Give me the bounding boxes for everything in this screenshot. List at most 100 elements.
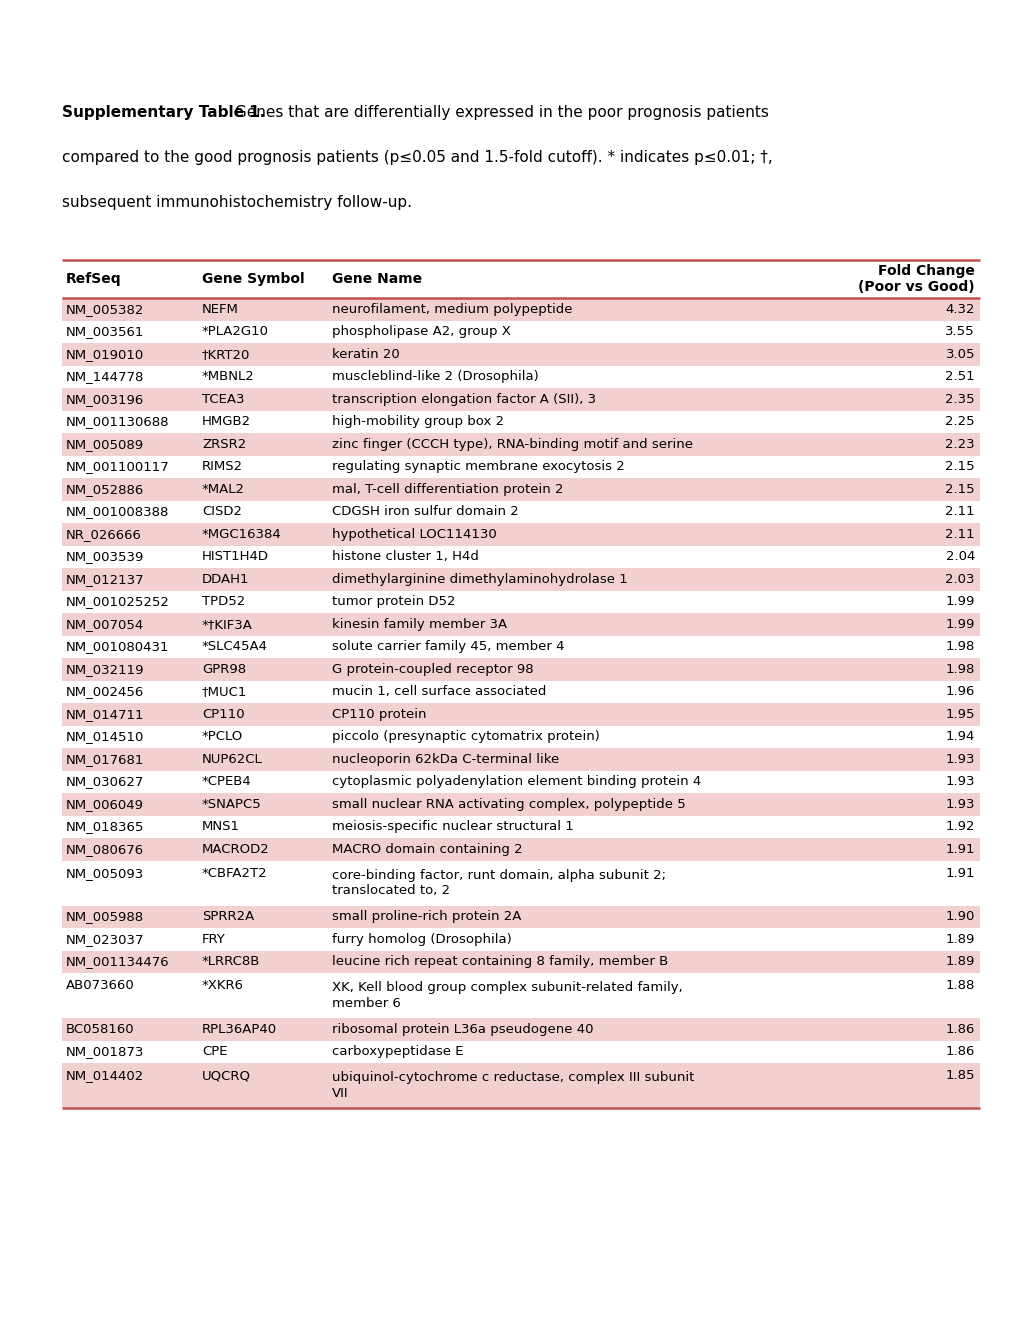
Text: CP110: CP110: [202, 708, 245, 721]
Text: meiosis-specific nuclear structural 1: meiosis-specific nuclear structural 1: [331, 820, 574, 833]
Text: ribosomal protein L36a pseudogene 40: ribosomal protein L36a pseudogene 40: [331, 1023, 593, 1036]
Text: GPR98: GPR98: [202, 663, 246, 676]
Text: 1.96: 1.96: [945, 685, 974, 698]
Text: *CPEB4: *CPEB4: [202, 775, 252, 788]
Text: piccolo (presynaptic cytomatrix protein): piccolo (presynaptic cytomatrix protein): [331, 730, 599, 743]
Text: 1.93: 1.93: [945, 775, 974, 788]
Text: NM_006049: NM_006049: [66, 797, 144, 810]
Bar: [62, 433, 979, 455]
Text: 2.35: 2.35: [945, 393, 974, 405]
Text: RefSeq: RefSeq: [66, 272, 121, 286]
Text: mucin 1, cell surface associated: mucin 1, cell surface associated: [331, 685, 546, 698]
Bar: [62, 726, 979, 748]
Bar: [62, 657, 979, 681]
Bar: [62, 411, 979, 433]
Text: *CBFA2T2: *CBFA2T2: [202, 867, 267, 879]
Text: NM_001873: NM_001873: [66, 1045, 145, 1059]
Text: *MAL2: *MAL2: [202, 483, 245, 496]
Text: small nuclear RNA activating complex, polypeptide 5: small nuclear RNA activating complex, po…: [331, 797, 685, 810]
Bar: [62, 1040, 979, 1063]
Text: 1.93: 1.93: [945, 752, 974, 766]
Text: NUP62CL: NUP62CL: [202, 752, 263, 766]
Text: 1.90: 1.90: [945, 911, 974, 923]
Bar: [62, 1018, 979, 1040]
Text: RIMS2: RIMS2: [202, 461, 243, 474]
Text: 1.92: 1.92: [945, 820, 974, 833]
Bar: [62, 681, 979, 704]
Text: ZRSR2: ZRSR2: [202, 438, 246, 450]
Bar: [62, 455, 979, 478]
Text: NM_001100117: NM_001100117: [66, 461, 169, 474]
Text: *MGC16384: *MGC16384: [202, 528, 281, 541]
Bar: [62, 950, 979, 973]
Bar: [62, 1063, 979, 1107]
Text: *LRRC8B: *LRRC8B: [202, 956, 260, 969]
Text: 1.86: 1.86: [945, 1045, 974, 1059]
Text: NM_052886: NM_052886: [66, 483, 144, 496]
Text: 2.15: 2.15: [945, 461, 974, 474]
Text: XK, Kell blood group complex subunit-related family,
member 6: XK, Kell blood group complex subunit-rel…: [331, 981, 682, 1010]
Text: 1.94: 1.94: [945, 730, 974, 743]
Text: NM_005093: NM_005093: [66, 867, 144, 879]
Text: solute carrier family 45, member 4: solute carrier family 45, member 4: [331, 640, 564, 653]
Text: UQCRQ: UQCRQ: [202, 1069, 251, 1082]
Text: CISD2: CISD2: [202, 506, 242, 519]
Text: tumor protein D52: tumor protein D52: [331, 595, 455, 609]
Bar: [62, 635, 979, 657]
Text: NM_001080431: NM_001080431: [66, 640, 169, 653]
Text: 2.23: 2.23: [945, 438, 974, 450]
Text: NM_144778: NM_144778: [66, 370, 145, 383]
Bar: [62, 545, 979, 568]
Text: Fold Change
(Poor vs Good): Fold Change (Poor vs Good): [858, 264, 974, 294]
Text: NM_012137: NM_012137: [66, 573, 145, 586]
Text: †KRT20: †KRT20: [202, 347, 250, 360]
Text: MACROD2: MACROD2: [202, 842, 269, 855]
Text: 2.04: 2.04: [945, 550, 974, 564]
Text: NM_017681: NM_017681: [66, 752, 145, 766]
Text: NM_001134476: NM_001134476: [66, 956, 169, 969]
Text: 1.89: 1.89: [945, 933, 974, 945]
Text: core-binding factor, runt domain, alpha subunit 2;
translocated to, 2: core-binding factor, runt domain, alpha …: [331, 869, 665, 898]
Text: 1.91: 1.91: [945, 842, 974, 855]
Text: 2.25: 2.25: [945, 416, 974, 428]
Text: NM_001025252: NM_001025252: [66, 595, 170, 609]
Text: NM_001008388: NM_001008388: [66, 506, 169, 519]
Text: mal, T-cell differentiation protein 2: mal, T-cell differentiation protein 2: [331, 483, 562, 496]
Text: FRY: FRY: [202, 933, 225, 945]
Text: *†KIF3A: *†KIF3A: [202, 618, 253, 631]
Bar: [62, 861, 979, 906]
Text: transcription elongation factor A (SII), 3: transcription elongation factor A (SII),…: [331, 393, 595, 405]
Bar: [62, 298, 979, 321]
Text: HMGB2: HMGB2: [202, 416, 251, 428]
Text: carboxypeptidase E: carboxypeptidase E: [331, 1045, 463, 1059]
Text: AB073660: AB073660: [66, 979, 135, 993]
Text: CDGSH iron sulfur domain 2: CDGSH iron sulfur domain 2: [331, 506, 519, 519]
Bar: [62, 388, 979, 411]
Text: *SLC45A4: *SLC45A4: [202, 640, 268, 653]
Text: 3.55: 3.55: [945, 325, 974, 338]
Bar: [62, 771, 979, 793]
Text: Genes that are differentially expressed in the poor prognosis patients: Genes that are differentially expressed …: [229, 106, 768, 120]
Text: *SNAPC5: *SNAPC5: [202, 797, 262, 810]
Bar: [62, 612, 979, 635]
Text: NM_003196: NM_003196: [66, 393, 144, 405]
Text: BC058160: BC058160: [66, 1023, 135, 1036]
Text: NR_026666: NR_026666: [66, 528, 142, 541]
Bar: [62, 793, 979, 816]
Text: 1.98: 1.98: [945, 640, 974, 653]
Text: NM_001130688: NM_001130688: [66, 416, 169, 428]
Text: dimethylarginine dimethylaminohydrolase 1: dimethylarginine dimethylaminohydrolase …: [331, 573, 627, 586]
Bar: [62, 568, 979, 590]
Text: HIST1H4D: HIST1H4D: [202, 550, 269, 564]
Text: *PLA2G10: *PLA2G10: [202, 325, 269, 338]
Text: ubiquinol-cytochrome c reductase, complex III subunit
VII: ubiquinol-cytochrome c reductase, comple…: [331, 1071, 694, 1100]
Text: cytoplasmic polyadenylation element binding protein 4: cytoplasmic polyadenylation element bind…: [331, 775, 701, 788]
Text: NM_032119: NM_032119: [66, 663, 145, 676]
Text: 1.88: 1.88: [945, 979, 974, 993]
Text: nucleoporin 62kDa C-terminal like: nucleoporin 62kDa C-terminal like: [331, 752, 558, 766]
Text: NM_080676: NM_080676: [66, 842, 144, 855]
Bar: [62, 906, 979, 928]
Text: keratin 20: keratin 20: [331, 347, 399, 360]
Text: NM_019010: NM_019010: [66, 347, 144, 360]
Text: leucine rich repeat containing 8 family, member B: leucine rich repeat containing 8 family,…: [331, 956, 667, 969]
